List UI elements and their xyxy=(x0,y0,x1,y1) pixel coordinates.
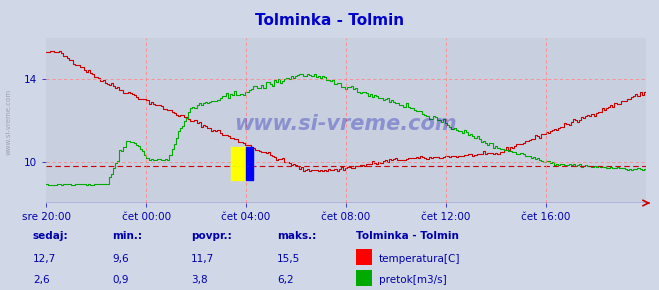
Text: pretok[m3/s]: pretok[m3/s] xyxy=(379,275,447,285)
Text: min.:: min.: xyxy=(112,231,142,241)
Text: 3,8: 3,8 xyxy=(191,275,208,285)
Text: povpr.:: povpr.: xyxy=(191,231,232,241)
Text: 12,7: 12,7 xyxy=(33,254,56,264)
Text: temperatura[C]: temperatura[C] xyxy=(379,254,461,264)
Text: 0,9: 0,9 xyxy=(112,275,129,285)
Text: Tolminka - Tolmin: Tolminka - Tolmin xyxy=(255,13,404,28)
Text: 9,6: 9,6 xyxy=(112,254,129,264)
Text: www.si-vreme.com: www.si-vreme.com xyxy=(235,114,457,134)
Text: www.si-vreme.com: www.si-vreme.com xyxy=(5,89,12,155)
Text: Tolminka - Tolmin: Tolminka - Tolmin xyxy=(356,231,459,241)
Text: 6,2: 6,2 xyxy=(277,275,293,285)
Text: 2,6: 2,6 xyxy=(33,275,49,285)
Text: sedaj:: sedaj: xyxy=(33,231,69,241)
Text: 15,5: 15,5 xyxy=(277,254,300,264)
Text: 11,7: 11,7 xyxy=(191,254,214,264)
Text: maks.:: maks.: xyxy=(277,231,316,241)
